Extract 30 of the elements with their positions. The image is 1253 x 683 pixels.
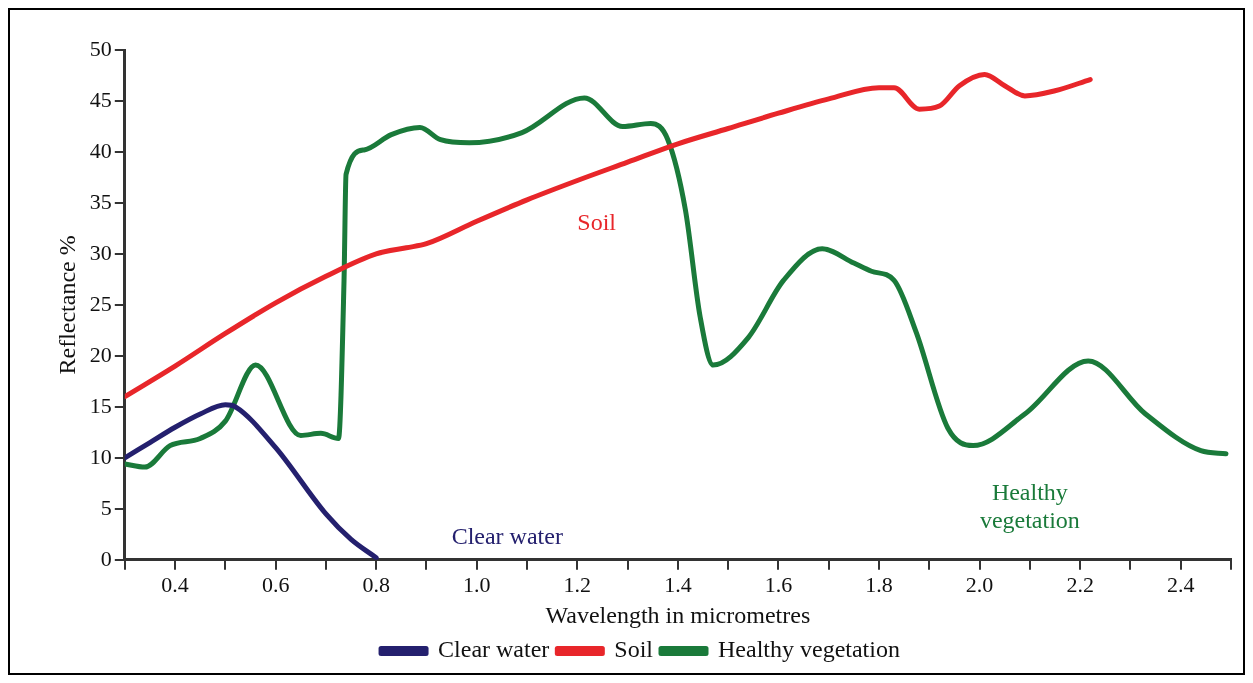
x-tick-label: 2.2 [1066,571,1094,597]
y-axis-title: Reflectance % [53,235,80,375]
y-tick-label: 15 [89,392,112,418]
legend-label: Healthy vegetation [718,636,900,663]
y-tick-label: 0 [100,545,112,571]
legend-label: Clear water [438,636,550,663]
x-tick-label: 1.6 [764,571,793,597]
y-tick-label: 25 [89,290,112,316]
y-tick-label: 5 [100,494,112,520]
y-tick-label: 45 [89,86,112,112]
x-tick-label: 0.6 [261,571,290,597]
x-axis-title: Wavelength in micrometres [545,601,811,628]
x-tick-label: 2.0 [965,571,994,597]
text: Clear water [451,522,563,549]
y-tick-label: 10 [89,443,112,469]
y-tick-label: 40 [89,137,112,163]
x-tick-label: 1.8 [865,571,893,597]
x-tick-label: 0.8 [362,571,390,597]
y-tick-label: 35 [89,188,112,214]
text: Healthy vegetation [979,478,1080,533]
y-tick-label: 30 [89,239,112,265]
x-tick-label: 2.4 [1166,571,1195,597]
x-tick-label: 1.0 [463,571,491,597]
text: Soil [577,208,617,235]
legend-label: Soil [614,636,654,663]
x-tick-label: 1.2 [563,571,592,597]
x-tick-label: 1.4 [664,571,692,597]
y-tick-label: 50 [89,35,112,61]
y-tick-label: 20 [89,341,112,367]
x-tick-label: 0.4 [161,571,189,597]
